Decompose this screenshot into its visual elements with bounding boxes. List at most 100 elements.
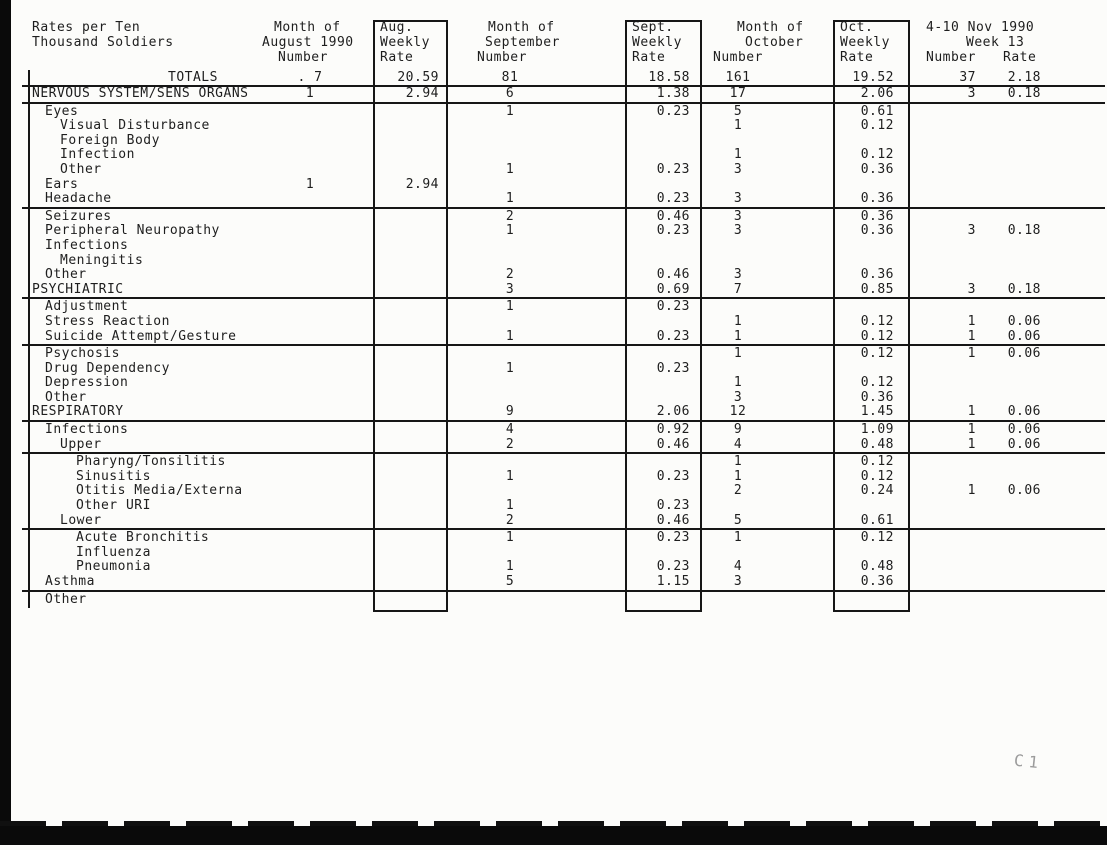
cell-oct-rate: 0.48 — [860, 436, 894, 452]
cell-aug-rate — [375, 239, 446, 254]
cell-aug-rate — [375, 546, 446, 561]
cell-aug-rate — [375, 119, 446, 134]
col-header-aug-rate-l1: Aug. — [380, 20, 414, 35]
section-rule — [22, 297, 1105, 300]
cell-sept-rate — [625, 593, 696, 608]
table-row: Pharyng/Tonsilitis 1 0.12 — [30, 455, 1105, 470]
cell-sept-number: 1 — [505, 103, 515, 119]
cell-oct-number: 3 — [733, 223, 743, 239]
col-header-oct-month-l2: October — [745, 35, 804, 50]
cell-nov-rate: 0.18 — [1007, 223, 1041, 239]
cell-nov-number — [906, 499, 976, 514]
cell-aug-number — [260, 593, 360, 608]
cell-oct-number — [700, 546, 776, 561]
cell-sept-number: 6 — [505, 86, 515, 101]
row-label: NERVOUS SYSTEM/SENS ORGANS — [32, 86, 249, 101]
cell-oct-rate: 0.12 — [860, 375, 894, 391]
row-label: Infection — [60, 147, 135, 163]
cell-sept-rate — [625, 148, 696, 163]
cell-nov-number: 1 — [967, 328, 976, 344]
cell-sept-rate: 0.23 — [656, 223, 690, 239]
cell-aug-rate: 2.94 — [405, 86, 439, 101]
cell-nov-rate — [976, 560, 1041, 575]
cell-aug-number — [260, 405, 360, 420]
cell-oct-rate: 0.12 — [860, 346, 894, 362]
cell-aug-number — [260, 330, 360, 345]
cell-nov-number — [906, 376, 976, 391]
cell-sept-number: 1 — [505, 530, 515, 546]
table-row: Other — [30, 591, 1105, 608]
cell-oct-number: 2 — [733, 483, 743, 499]
table-row: Influenza — [30, 544, 1105, 561]
scan-border-bottom-dashes — [0, 821, 1107, 827]
totals-sept-number: 81 — [501, 70, 519, 85]
cell-sept-rate: 0.23 — [656, 191, 690, 207]
row-label: Suicide Attempt/Gesture — [45, 328, 237, 344]
cell-aug-rate — [375, 362, 446, 377]
cell-sept-number — [458, 134, 562, 149]
cell-sept-rate: 0.23 — [656, 360, 690, 376]
cell-sept-number — [458, 455, 562, 470]
cell-oct-rate: 0.36 — [860, 161, 894, 177]
col-header-sept-rate-l2: Weekly — [632, 35, 682, 50]
col-header-aug-month-l3: Number — [278, 50, 328, 65]
cell-aug-rate — [375, 300, 446, 315]
cell-oct-rate — [833, 499, 904, 514]
cell-aug-number: 1 — [305, 176, 315, 192]
cell-aug-rate — [375, 268, 446, 283]
cell-aug-rate — [375, 455, 446, 470]
table-row: Drug Dependency 1 0.23 — [30, 360, 1105, 377]
cell-oct-number — [700, 254, 776, 269]
col-header-aug-rate-l3: Rate — [380, 50, 414, 65]
cell-aug-number — [260, 300, 360, 315]
cell-aug-rate — [375, 315, 446, 330]
cell-sept-number: 1 — [505, 328, 515, 344]
row-label: Acute Bronchitis — [76, 530, 210, 546]
cell-nov-number — [906, 239, 976, 254]
cell-nov-number: 3 — [967, 281, 976, 297]
cell-sept-number: 1 — [505, 498, 515, 514]
table-row: Eyes 1 0.23 5 0.61 — [30, 103, 1105, 120]
cell-nov-rate: 0.06 — [1007, 483, 1041, 499]
cell-sept-rate: 0.23 — [656, 103, 690, 119]
cell-sept-rate: 0.23 — [656, 299, 690, 315]
cell-oct-number: 5 — [733, 103, 743, 119]
cell-aug-number — [260, 560, 360, 575]
cell-oct-rate: 0.36 — [860, 208, 894, 224]
cell-sept-rate: 0.46 — [656, 267, 690, 283]
cell-oct-number: 17 — [729, 86, 747, 101]
table-row: Lower 2 0.46 5 0.61 — [30, 513, 1105, 529]
cell-nov-rate: 0.06 — [1007, 313, 1041, 329]
cell-sept-number — [458, 546, 562, 561]
cell-aug-rate: 2.94 — [405, 176, 439, 192]
cell-nov-number — [906, 455, 976, 470]
cell-sept-number: 1 — [505, 559, 515, 575]
cell-sept-rate: 0.23 — [656, 468, 690, 484]
cell-aug-number — [260, 268, 360, 283]
cell-sept-rate: 0.46 — [656, 436, 690, 452]
cell-sept-number — [458, 254, 562, 269]
cell-sept-number — [458, 376, 562, 391]
row-label: Other URI — [76, 498, 151, 514]
cell-oct-number: 1 — [733, 530, 743, 546]
cell-nov-rate — [976, 391, 1041, 406]
cell-sept-rate — [625, 178, 696, 193]
cell-sept-rate — [625, 315, 696, 330]
cell-nov-number — [906, 192, 976, 207]
row-label: Influenza — [76, 544, 151, 560]
col-header-oct-month-l3: Number — [713, 50, 763, 65]
cell-nov-rate — [976, 455, 1041, 470]
cell-oct-rate: 0.48 — [860, 559, 894, 575]
cell-oct-rate: 0.36 — [860, 267, 894, 283]
table-row: Otitis Media/Externa 2 0.24 1 0.06 — [30, 484, 1105, 499]
cell-sept-number: 1 — [505, 299, 515, 315]
cell-sept-number: 1 — [505, 223, 515, 239]
cell-aug-rate — [375, 134, 446, 149]
cell-nov-rate: 0.06 — [1007, 436, 1041, 452]
row-label: Other — [45, 591, 87, 607]
cell-oct-rate — [833, 239, 904, 254]
cell-oct-number: 1 — [733, 346, 743, 362]
cell-sept-number — [458, 239, 562, 254]
cell-oct-number: 3 — [733, 161, 743, 177]
cell-aug-rate — [375, 347, 446, 362]
